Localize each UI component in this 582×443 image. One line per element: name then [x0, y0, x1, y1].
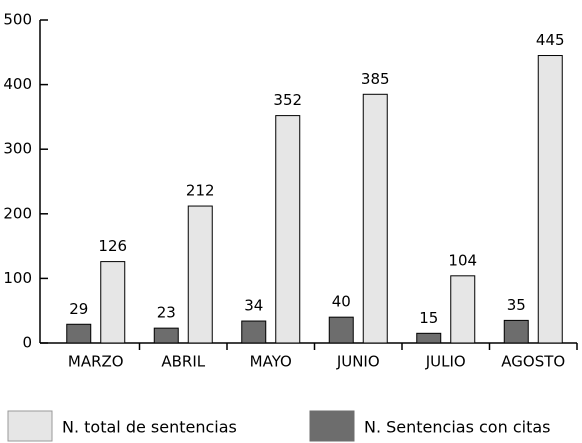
- value-label: 29: [69, 300, 88, 318]
- bar: [100, 261, 126, 344]
- bar: [450, 275, 476, 344]
- y-tick-label: 500: [3, 11, 32, 29]
- value-label: 40: [332, 293, 351, 311]
- y-tick-label: 400: [3, 75, 32, 93]
- x-tick-label: ABRIL: [161, 353, 205, 371]
- legend-label: N. Sentencias con citas: [364, 418, 550, 437]
- value-label: 352: [273, 91, 302, 109]
- x-tick-label: MAYO: [250, 353, 292, 371]
- bar: [187, 205, 213, 344]
- value-label: 385: [361, 70, 390, 88]
- value-label: 445: [536, 31, 565, 49]
- bar: [241, 320, 267, 344]
- bar: [328, 316, 354, 344]
- value-label: 35: [507, 296, 526, 314]
- y-tick-label: 200: [3, 204, 32, 222]
- legend: N. total de sentencias N. Sentencias con …: [7, 410, 550, 442]
- bar: [537, 55, 563, 344]
- value-label: 34: [244, 297, 263, 315]
- y-tick-label: 300: [3, 140, 32, 158]
- y-tick-label: 100: [3, 269, 32, 287]
- x-tick-label: JULIO: [425, 353, 466, 371]
- bar: [66, 323, 92, 344]
- legend-swatch: [309, 410, 355, 442]
- bar: [503, 319, 529, 344]
- x-tick-label: MARZO: [68, 353, 124, 371]
- bar: [153, 327, 179, 344]
- legend-label: N. total de sentencias: [62, 418, 237, 437]
- x-tick-label: JUNIO: [336, 353, 380, 371]
- bar: [362, 93, 388, 344]
- x-tick-label: AGOSTO: [501, 353, 565, 371]
- value-label: 212: [186, 182, 215, 200]
- value-label: 126: [98, 237, 127, 255]
- legend-swatch: [7, 410, 53, 442]
- y-tick-label: 0: [22, 334, 32, 352]
- bar: [275, 115, 301, 344]
- value-label: 15: [419, 309, 438, 327]
- value-label: 104: [448, 251, 477, 269]
- bar: [416, 332, 442, 344]
- value-label: 23: [157, 304, 176, 322]
